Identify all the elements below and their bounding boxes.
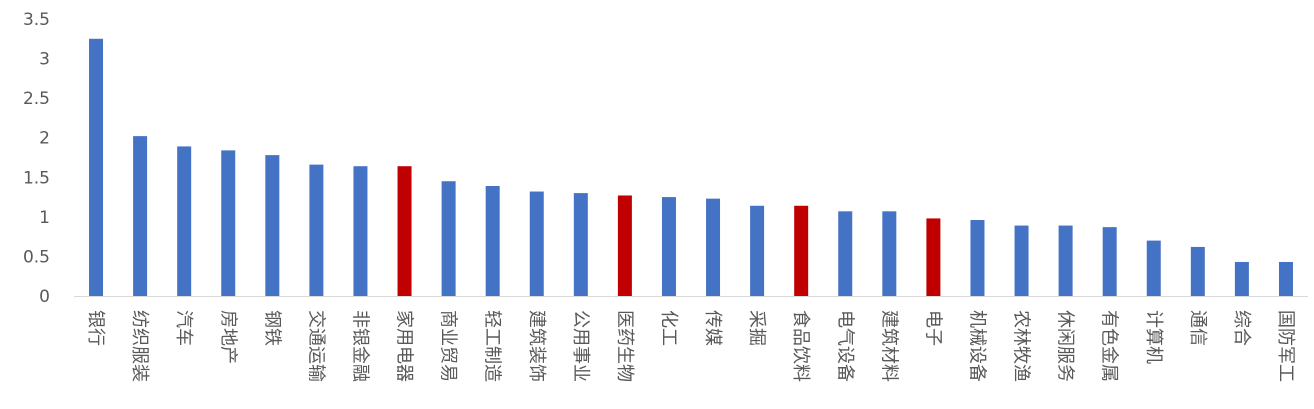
bar	[838, 211, 853, 296]
x-tick-label: 化工	[658, 310, 679, 346]
x-tick-label: 商业贸易	[438, 310, 459, 382]
bar	[617, 195, 632, 296]
bar	[1278, 261, 1293, 296]
bar	[221, 150, 236, 296]
x-tick-label: 公用事业	[570, 310, 591, 382]
bar	[309, 164, 324, 296]
bar	[485, 185, 500, 296]
x-tick-label: 机械设备	[966, 310, 987, 382]
bar	[353, 166, 368, 296]
bar	[529, 191, 544, 296]
x-axis-tick-labels: 银行 纺织服装 汽车 房地产 钢铁 交通运输 非银金融 家用电器 商业贸易 轻工制造 建筑装饰 公用事…	[85, 310, 1296, 382]
y-tick-label: 1.5	[23, 168, 50, 188]
x-tick-label: 有色金属	[1099, 310, 1120, 382]
x-tick-label: 电子	[922, 310, 943, 346]
x-tick-label: 食品饮料	[790, 310, 811, 382]
bar	[750, 205, 765, 296]
y-tick-label: 1	[39, 208, 50, 228]
x-tick-label: 国防军工	[1275, 310, 1296, 382]
x-tick-label: 银行	[85, 310, 106, 346]
y-tick-label: 0	[39, 287, 50, 307]
x-tick-label: 医药生物	[614, 310, 635, 382]
bars-group	[89, 38, 1293, 296]
bar	[265, 155, 280, 296]
x-tick-label: 休闲服务	[1055, 310, 1076, 382]
x-tick-label: 通信	[1187, 310, 1208, 346]
bar	[133, 136, 148, 296]
bar	[1234, 261, 1249, 296]
x-tick-label: 计算机	[1143, 310, 1164, 364]
bar	[177, 146, 192, 296]
bar	[89, 38, 104, 296]
x-tick-label: 房地产	[217, 310, 238, 364]
bar	[1146, 240, 1161, 296]
y-tick-label: 2.5	[23, 89, 50, 109]
x-tick-label: 交通运输	[305, 310, 326, 382]
bar	[1102, 227, 1117, 296]
x-tick-label: 建筑装饰	[526, 310, 547, 382]
x-tick-label: 农林牧渔	[1011, 310, 1032, 382]
bar	[1058, 225, 1073, 296]
bar	[441, 181, 456, 296]
x-tick-label: 纺织服装	[129, 310, 150, 382]
x-tick-label: 建筑材料	[878, 310, 899, 382]
bar	[926, 218, 941, 296]
bar	[1190, 246, 1205, 296]
bar	[794, 205, 809, 296]
x-tick-label: 汽车	[173, 310, 194, 346]
y-axis-tick-labels: 0 0.5 1 1.5 2 2.5 3 3.5	[23, 10, 50, 307]
bar	[397, 166, 412, 296]
y-tick-label: 0.5	[23, 247, 50, 267]
x-tick-label: 采掘	[746, 310, 767, 346]
bar	[970, 220, 985, 296]
x-tick-label: 家用电器	[394, 310, 415, 382]
x-tick-label: 非银金融	[349, 310, 370, 382]
x-tick-label: 轻工制造	[482, 310, 503, 382]
x-tick-label: 钢铁	[261, 310, 282, 346]
x-tick-label: 电气设备	[834, 310, 855, 382]
x-tick-label: 传媒	[702, 310, 723, 346]
bar	[573, 193, 588, 296]
y-tick-label: 2	[39, 129, 50, 149]
bar	[661, 197, 676, 296]
bar	[1014, 225, 1029, 296]
x-tick-label: 综合	[1231, 310, 1252, 346]
y-tick-label: 3	[39, 50, 50, 70]
bar	[882, 211, 897, 296]
y-tick-label: 3.5	[23, 10, 50, 30]
bar	[706, 198, 721, 296]
